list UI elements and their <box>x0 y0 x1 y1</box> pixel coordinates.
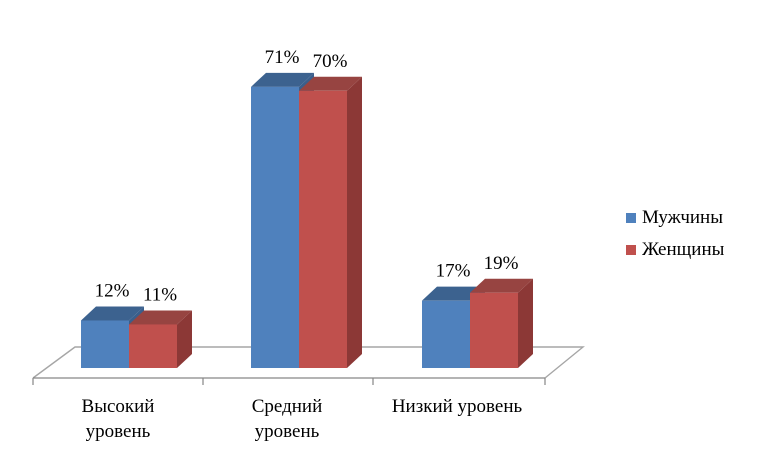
legend-label-men: Мужчины <box>642 207 723 228</box>
chart-bars <box>81 72 533 369</box>
bar-top-face <box>129 310 192 325</box>
bar-women-2 <box>470 278 533 368</box>
data-labels: 12% 11% 71% 70% 17% 19% <box>95 47 519 306</box>
bar-front-face <box>470 292 518 368</box>
bar-top-face <box>422 286 485 301</box>
bar-side-face <box>347 76 362 369</box>
data-label-women-1: 70% <box>313 51 348 72</box>
legend-swatch-women <box>626 245 636 255</box>
category-label-2-line-0: Низкий уровень <box>392 396 523 417</box>
data-label-women-2: 19% <box>484 253 519 274</box>
bar-side-face <box>177 310 192 368</box>
legend-label-women: Женщины <box>642 239 725 260</box>
bar-front-face <box>81 320 129 368</box>
bar-top-face <box>81 306 144 321</box>
bar-front-face <box>299 90 347 369</box>
legend-item-men: Мужчины <box>626 202 724 234</box>
bar-front-face <box>251 86 299 368</box>
category-tick-labels: Высокий уровень Средний уровень Низкий урове… <box>82 396 523 442</box>
bar-women-1 <box>299 76 362 369</box>
bar-top-face <box>299 76 362 91</box>
bar-front-face <box>422 300 470 368</box>
legend: Мужчины Женщины <box>626 202 724 266</box>
category-label-0-line-1: уровень <box>86 421 151 442</box>
bar-front-face <box>129 324 177 368</box>
bar-women-0 <box>129 310 192 368</box>
bar-top-face <box>251 72 314 87</box>
category-label-0-line-0: Высокий <box>82 396 155 417</box>
data-label-men-0: 12% <box>95 280 130 301</box>
data-label-women-0: 11% <box>143 284 177 305</box>
bar-top-face <box>470 278 533 293</box>
bar-side-face <box>518 278 533 368</box>
data-label-men-2: 17% <box>436 261 471 282</box>
data-label-men-1: 71% <box>265 47 300 68</box>
category-label-1-line-1: уровень <box>255 421 320 442</box>
legend-item-women: Женщины <box>626 234 724 266</box>
category-label-1-line-0: Средний <box>252 396 323 417</box>
legend-swatch-men <box>626 213 636 223</box>
